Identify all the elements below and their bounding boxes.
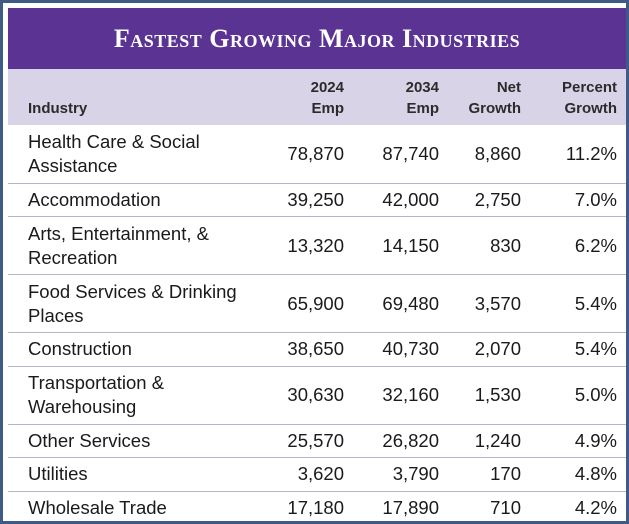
percent-growth-cell: 5.4% [574, 292, 617, 314]
header-percent-growth: Percent Growth [561, 79, 617, 117]
industry-cell: Health Care & Social Assistance [28, 130, 200, 176]
emp-2024-cell: 38,650 [287, 338, 344, 360]
emp-2034-cell: 69,480 [382, 292, 439, 314]
emp-2024-cell: 17,180 [287, 497, 344, 518]
emp-2034-cell: 26,820 [382, 429, 439, 451]
table-title: Fastest Growing Major Industries [113, 23, 521, 53]
emp-2034-cell: 87,740 [382, 142, 439, 164]
table-row: Construction 38,650 40,730 2,070 5.4% [8, 332, 626, 367]
header-industry: Industry [28, 100, 88, 117]
percent-growth-cell: 5.4% [574, 338, 617, 360]
net-growth-cell: 1,240 [474, 429, 521, 451]
table-row: Transportation & Warehousing 30,630 32,1… [8, 366, 626, 424]
table-row: Arts, Entertainment, & Recreation 13,320… [8, 216, 626, 275]
net-growth-cell: 710 [490, 497, 521, 518]
header-2024-emp: 2024 Emp [310, 79, 344, 117]
emp-2034-cell: 32,160 [382, 384, 439, 405]
net-growth-cell: 830 [490, 234, 521, 256]
percent-growth-cell: 4.9% [574, 429, 617, 451]
industry-cell: Accommodation [28, 188, 161, 210]
percent-growth-cell: 11.2% [565, 142, 617, 164]
industry-cell: Other Services [28, 429, 151, 451]
emp-2024-cell: 78,870 [287, 142, 344, 164]
emp-2024-cell: 25,570 [287, 429, 344, 451]
net-growth-cell: 170 [490, 463, 521, 485]
industry-cell: Food Services & Drinking Places [28, 280, 237, 326]
emp-2034-cell: 3,790 [392, 463, 439, 485]
emp-2034-cell: 14,150 [382, 234, 439, 256]
net-growth-cell: 2,750 [474, 188, 521, 210]
emp-2024-cell: 3,620 [297, 463, 344, 485]
net-growth-cell: 3,570 [474, 292, 521, 314]
table-row: Wholesale Trade 17,180 17,890 710 4.2% [8, 491, 626, 521]
net-growth-cell: 8,860 [474, 142, 521, 164]
emp-2034-cell: 42,000 [382, 188, 439, 210]
emp-2024-cell: 39,250 [287, 188, 344, 210]
table-row: Food Services & Drinking Places 65,900 6… [8, 274, 626, 333]
table-row: Other Services 25,570 26,820 1,240 4.9% [8, 424, 626, 458]
percent-growth-cell: 4.8% [574, 463, 617, 485]
emp-2034-cell: 17,890 [382, 497, 439, 518]
industry-cell: Wholesale Trade [28, 497, 167, 518]
industry-cell: Arts, Entertainment, & Recreation [28, 222, 209, 268]
emp-2034-cell: 40,730 [382, 338, 439, 360]
emp-2024-cell: 65,900 [287, 292, 344, 314]
net-growth-cell: 2,070 [474, 338, 521, 360]
header-net-growth: Net Growth [468, 79, 522, 117]
industry-cell: Transportation & Warehousing [28, 372, 165, 417]
percent-growth-cell: 4.2% [574, 497, 617, 518]
industry-growth-table: Industry 2024 Emp 2034 Emp Net Growth Pe… [8, 69, 626, 521]
emp-2024-cell: 13,320 [287, 234, 344, 256]
header-2034-emp: 2034 Emp [405, 79, 439, 117]
table-row: Utilities 3,620 3,790 170 4.8% [8, 457, 626, 492]
percent-growth-cell: 7.0% [574, 188, 617, 210]
table-row: Health Care & Social Assistance 78,870 8… [8, 125, 626, 183]
percent-growth-cell: 6.2% [574, 234, 617, 256]
header-row: Industry 2024 Emp 2034 Emp Net Growth Pe… [8, 69, 626, 125]
industry-cell: Utilities [28, 463, 88, 485]
net-growth-cell: 1,530 [474, 384, 521, 405]
table-row: Accommodation 39,250 42,000 2,750 7.0% [8, 183, 626, 217]
industry-cell: Construction [28, 338, 132, 360]
percent-growth-cell: 5.0% [574, 384, 617, 405]
emp-2024-cell: 30,630 [287, 384, 344, 405]
title-bar: Fastest Growing Major Industries [8, 8, 626, 69]
